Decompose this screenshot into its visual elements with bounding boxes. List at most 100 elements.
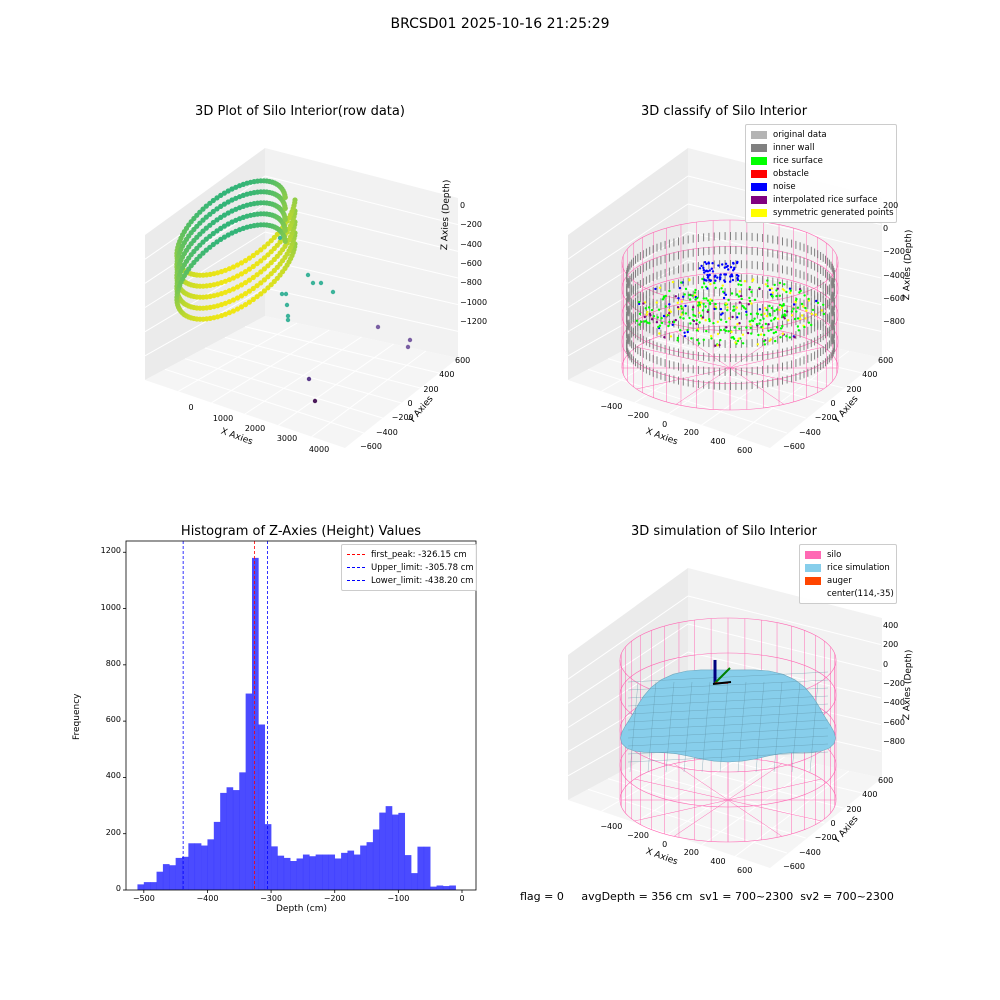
inner-wall-point [637, 360, 639, 369]
inner-wall-point [724, 311, 726, 320]
inner-wall-point [803, 342, 805, 351]
inner-wall-point [713, 260, 715, 269]
inner-wall-point [735, 232, 737, 241]
classified-point [805, 309, 808, 312]
classified-point [793, 317, 797, 321]
classified-point [768, 288, 772, 292]
inner-wall-point [673, 238, 675, 247]
raw-point [177, 284, 183, 290]
classified-point [657, 326, 661, 330]
classified-point [704, 319, 707, 322]
raw-point [200, 228, 206, 234]
raw-point [210, 208, 216, 215]
legend-entry: center(114,-35) [805, 587, 894, 600]
inner-wall-point [803, 300, 805, 309]
silo-floor-spoke [727, 763, 783, 801]
raw-point [290, 238, 296, 245]
inner-wall-point [642, 278, 644, 287]
inner-wall-point [756, 366, 758, 375]
inner-wall-point [627, 335, 629, 344]
panel4-ytick: −200 [814, 833, 837, 843]
inner-wall-point [660, 270, 662, 279]
raw-point [180, 254, 186, 260]
inner-wall-point [810, 274, 812, 283]
raw-point [229, 186, 235, 192]
inner-wall-point [825, 316, 826, 325]
noise-point [731, 278, 735, 282]
inner-wall-point [713, 325, 715, 334]
raw-point [194, 294, 200, 300]
inner-wall-point [703, 303, 705, 312]
raw-point [258, 291, 264, 297]
inner-wall-point [642, 363, 644, 372]
panel4-xlabel: X Axies [644, 846, 679, 868]
panel4-grid-line [687, 651, 882, 699]
panel4-back-pane-left [568, 568, 688, 800]
inner-wall-point [708, 367, 710, 376]
inner-wall-point [649, 302, 651, 311]
classified-point [702, 302, 705, 306]
classified-point [688, 298, 692, 301]
raw-point [292, 233, 298, 239]
classified-point [748, 320, 751, 323]
panel1-grid-line [144, 287, 266, 357]
inner-wall-point [678, 348, 679, 357]
panel4-grid-line [567, 679, 689, 753]
inner-wall-point [830, 303, 832, 312]
histogram-bar [156, 871, 164, 890]
noise-point [716, 276, 719, 279]
raw-point [272, 180, 278, 186]
raw-point [286, 237, 292, 243]
histogram-bar [334, 858, 342, 890]
histogram-bar [252, 557, 259, 890]
inner-wall-point [791, 360, 793, 369]
inner-wall-point [827, 285, 829, 294]
raw-point [211, 315, 217, 321]
classified-point [658, 332, 661, 335]
classified-point [689, 322, 692, 325]
silo-ring [621, 246, 839, 331]
classified-point [714, 344, 717, 347]
inner-wall-point [642, 306, 644, 315]
classified-point [718, 343, 721, 347]
inner-wall-point [807, 315, 809, 324]
inner-wall-point [814, 309, 816, 318]
classified-point [764, 306, 767, 310]
inner-wall-point [777, 321, 779, 330]
raw-point [234, 284, 241, 290]
inner-wall-point [628, 308, 630, 317]
panel2-ytick: −200 [814, 413, 837, 423]
histogram-bar [411, 873, 418, 890]
classified-point [701, 309, 705, 312]
inner-wall-point [626, 272, 627, 280]
raw-point [240, 214, 246, 220]
inner-wall-point [703, 275, 705, 284]
inner-wall-point [832, 278, 834, 287]
noise-point [724, 262, 728, 265]
raw-point [174, 286, 180, 292]
raw-point [177, 262, 183, 268]
raw-point [175, 271, 182, 277]
classified-point [778, 294, 781, 297]
inner-wall-point [626, 288, 628, 297]
raw-point [215, 292, 221, 298]
inner-wall-point [713, 367, 715, 376]
inner-wall-point [831, 280, 833, 289]
panel2-xtick: −200 [627, 411, 649, 420]
inner-wall-point [645, 262, 647, 271]
classified-point [714, 286, 717, 289]
inner-wall-point [799, 298, 801, 307]
legend-label: obstacle [773, 168, 809, 179]
classified-point [782, 304, 785, 307]
raw-point [181, 229, 187, 235]
raw-point [282, 216, 288, 222]
raw-point [272, 202, 278, 208]
inner-wall-point [767, 248, 769, 257]
inner-wall-point [697, 290, 699, 298]
raw-point [179, 277, 186, 283]
raw-point [237, 205, 243, 211]
inner-wall-point [782, 362, 783, 371]
inner-wall-point [664, 268, 666, 277]
inner-wall-point [724, 288, 726, 297]
inner-wall-point [751, 325, 753, 334]
